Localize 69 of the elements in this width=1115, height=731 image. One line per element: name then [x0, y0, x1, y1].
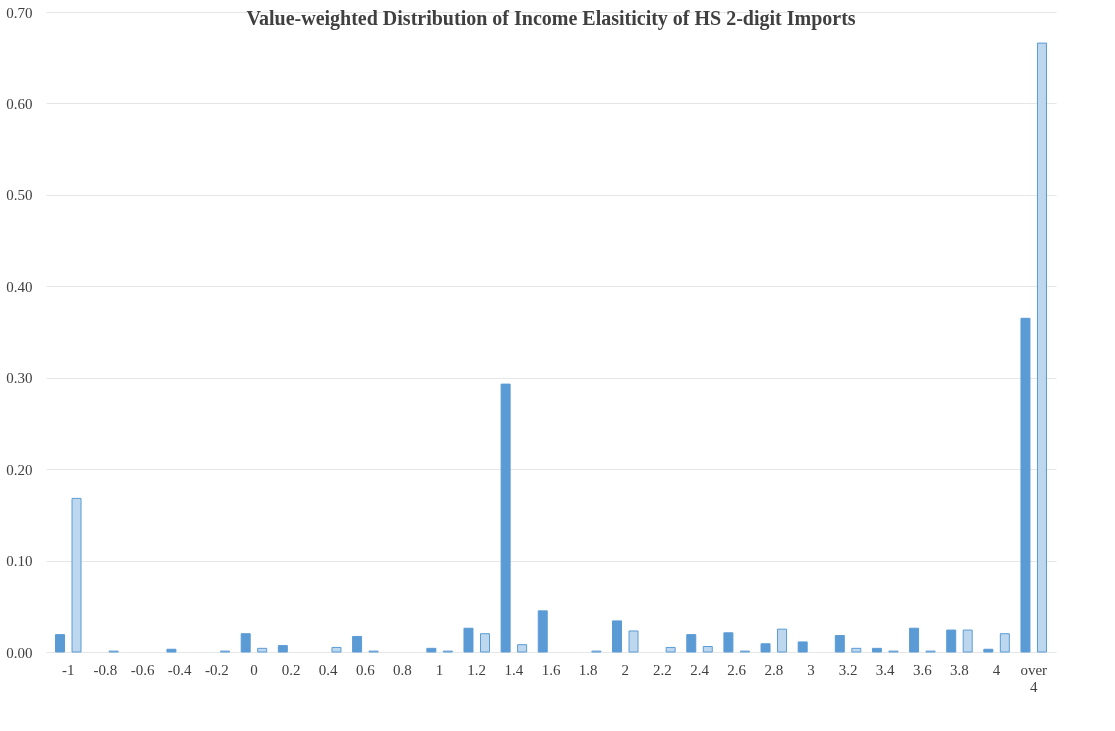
bar [834, 635, 845, 653]
bar [612, 620, 623, 653]
bar [999, 633, 1010, 653]
x-tick-label: 0.2 [281, 661, 301, 678]
chart-title: Value-weighted Distribution of Income Elasiticity of HS 2-digit Imports [246, 7, 856, 30]
x-tick-label: 3.8 [950, 661, 969, 678]
bar [702, 646, 713, 653]
x-tick-label: 0.4 [318, 661, 339, 678]
x-tick-label: 1.4 [504, 661, 524, 678]
bar [665, 646, 676, 653]
x-tick-label: -1 [62, 661, 75, 678]
x-tick-label: 0.8 [393, 661, 412, 678]
bar [909, 627, 920, 653]
x-tick-label: -0.2 [204, 661, 229, 678]
bar [331, 646, 342, 653]
bar [55, 634, 66, 653]
bar [240, 633, 251, 653]
x-tick-label: 1.6 [541, 661, 561, 678]
bar [352, 635, 363, 653]
bar [517, 644, 528, 653]
bar [851, 647, 862, 653]
x-tick-label: 3.6 [912, 661, 933, 678]
x-tick-label: 3.4 [875, 661, 896, 678]
bar [946, 629, 957, 653]
y-tick-label: 0.00 [6, 644, 33, 661]
bar [797, 641, 808, 653]
bar [479, 633, 490, 653]
x-tick-label: 2.6 [727, 661, 747, 678]
bar [760, 643, 771, 653]
y-tick-label: 0.30 [6, 370, 33, 387]
bar [871, 647, 882, 653]
bar [1020, 317, 1031, 653]
bar [463, 627, 474, 653]
bar [426, 647, 437, 653]
x-tick-label: 0.6 [355, 661, 376, 678]
bar [500, 383, 511, 653]
bar [71, 497, 82, 653]
x-tick-label: 1.2 [467, 661, 487, 678]
x-tick-label: 2.2 [653, 661, 672, 678]
bar [962, 629, 973, 653]
y-tick-label: 0.20 [6, 461, 33, 478]
bar [277, 645, 288, 653]
y-tick-label: 0.40 [6, 278, 33, 295]
x-tick-label: 3 [807, 661, 815, 678]
x-tick-label: -0.4 [167, 661, 193, 678]
bar [628, 630, 639, 653]
bar [723, 632, 734, 653]
y-tick-label: 0.10 [6, 553, 33, 570]
bar [777, 628, 788, 653]
x-tick-label: -0.6 [130, 661, 155, 678]
x-tick-label: 2.4 [690, 661, 710, 678]
x-tick-label: 4 [992, 661, 1001, 678]
x-tick-label: 1.8 [578, 661, 598, 678]
bar [983, 648, 994, 653]
y-tick-label: 0.60 [6, 95, 33, 112]
bar [166, 648, 177, 653]
x-tick-label: 0 [250, 661, 258, 678]
bar [257, 647, 268, 653]
bar [537, 610, 548, 653]
x-tick-label: 2.8 [764, 661, 784, 678]
x-tick-label: -0.8 [93, 661, 118, 678]
x-tick-label: over 4 [1020, 661, 1048, 695]
bar [1036, 42, 1047, 653]
x-tick-label: 1 [435, 661, 444, 678]
y-tick-label: 0.50 [6, 187, 33, 204]
x-tick-label: 2 [621, 661, 630, 678]
y-tick-label: 0.70 [6, 4, 33, 21]
x-tick-label: 3.2 [838, 661, 858, 678]
bar [686, 634, 697, 653]
